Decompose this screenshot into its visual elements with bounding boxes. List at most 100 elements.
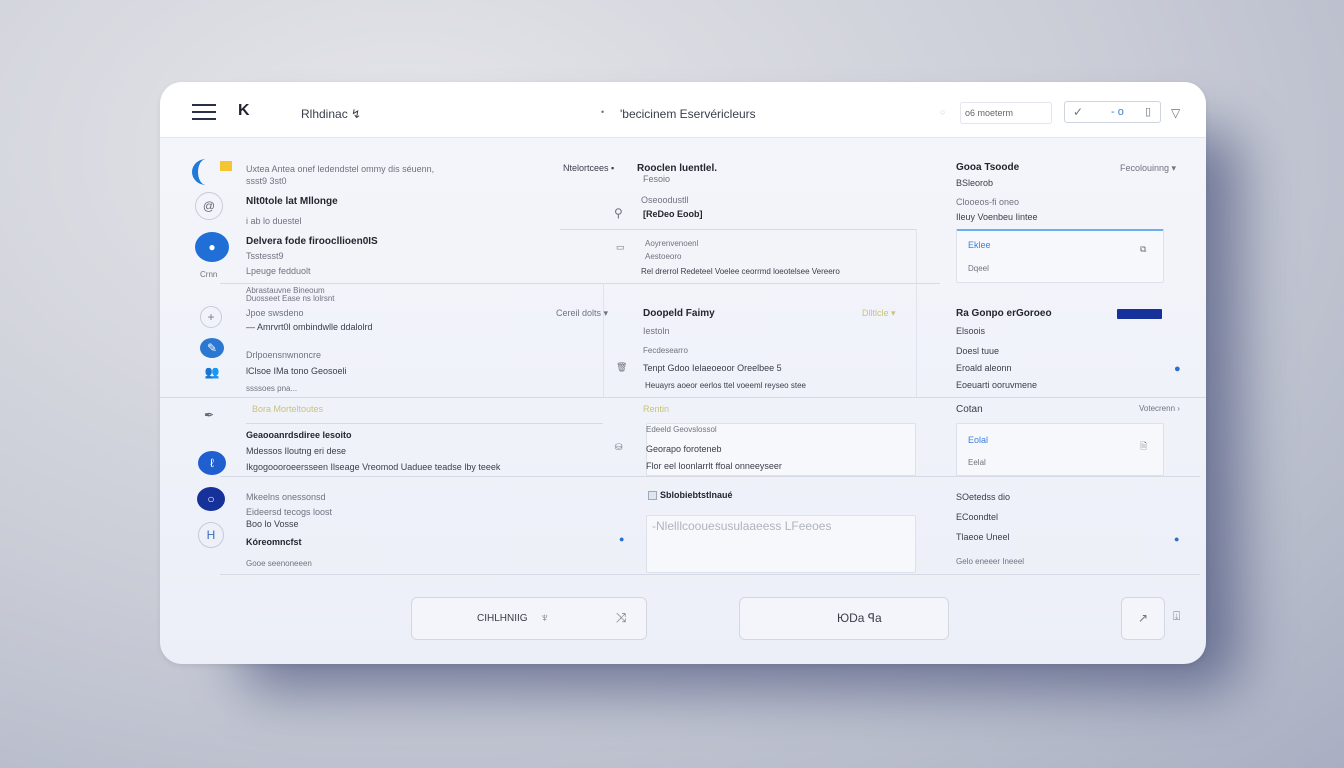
- list-item: ssssoes pna...: [246, 384, 298, 393]
- dropdown-label[interactable]: Cereil dolts ▾: [556, 308, 609, 318]
- contact-icon[interactable]: ●: [195, 232, 229, 262]
- panel-field: Eroald aleonn: [956, 363, 1012, 373]
- contact-name[interactable]: Delvera fode firoocllioen0IS: [246, 236, 378, 247]
- row-text: Georapo foroteneb: [646, 444, 722, 454]
- toolbar-value: - o: [1111, 106, 1124, 118]
- section-label: Rentin: [643, 404, 670, 414]
- shuffle-icon: ⤨: [616, 610, 627, 625]
- search-icon: ○: [940, 107, 946, 117]
- trash-icon[interactable]: 🗑: [616, 362, 628, 372]
- edit-icon[interactable]: ✎: [200, 338, 224, 358]
- check-icon: ✓: [1073, 105, 1084, 119]
- contact-sub: Lpeuge fedduolt: [246, 266, 311, 276]
- row-text: Flor eel loonlarrlt ffoal onneeyseer: [646, 461, 782, 471]
- detail-title: Doopeld Faimy: [643, 308, 715, 319]
- panel-field: Eoeuarti ooruvmene: [956, 380, 1038, 390]
- dot-icon: •: [601, 107, 605, 117]
- circle-icon[interactable]: ○: [197, 487, 225, 511]
- sort-dropdown[interactable]: Fecolouinng ▾: [1120, 163, 1177, 173]
- row-text: Rel drerrol Redeteel Voelee ceorrmd loeo…: [641, 267, 840, 276]
- row-text: Aestoeoro: [645, 252, 682, 261]
- secondary-button-label: ЮDa ꟼa: [837, 611, 882, 625]
- filter-label[interactable]: Ntelortcees ▪: [563, 163, 615, 173]
- stack-icon: ⛁: [615, 442, 623, 452]
- toolbar-toggle[interactable]: ✓ - o ▯: [1064, 101, 1161, 123]
- file-icon[interactable]: 🗎: [1140, 441, 1148, 451]
- list-item: lClsoe IMa tono Geosoeli: [246, 366, 347, 376]
- list-item: Drlpoensnwnoncre: [246, 350, 322, 360]
- detail-field: Oseoodustll: [641, 195, 689, 205]
- device-icon: ▭: [616, 242, 625, 252]
- list-item: Gooe seenoneeen: [246, 559, 312, 568]
- list-item[interactable]: Geaooanrdsdiree lesoito: [246, 430, 352, 440]
- detail-field: Fecdesearro: [643, 346, 688, 355]
- secondary-button[interactable]: ЮDa ꟼa: [739, 597, 949, 640]
- icon-label: Crnn: [200, 270, 218, 279]
- list-item: Abrastauvne Bineoum: [246, 286, 325, 295]
- panel-field: Clooeos-fi oneo: [956, 197, 1020, 207]
- pen-icon: ✒: [203, 408, 215, 422]
- detail-value: [ReDeo Eoob]: [643, 209, 703, 219]
- square-icon: ▯: [1145, 106, 1152, 118]
- detail-field: Heuayrs aoeor eerlos ttel voeeml reyseo …: [645, 381, 806, 390]
- panel-field: Eklee: [968, 240, 991, 250]
- message-meta: ssst9 3st0: [246, 176, 287, 186]
- list-item: — Amrvrt0l ombindwlle ddalolrd: [246, 322, 373, 332]
- next-button[interactable]: ↗: [1121, 597, 1165, 640]
- panel-field: ECoondtel: [956, 512, 999, 522]
- wave-icon: ♆: [540, 610, 550, 625]
- chat-badge-icon: [220, 161, 232, 171]
- list-item: Boo lo Vosse: [246, 519, 299, 529]
- contact-name[interactable]: Nlt0tole lat Mllonge: [246, 196, 338, 207]
- script-icon[interactable]: ℓ: [198, 451, 226, 475]
- copy-icon[interactable]: ⧉: [1140, 244, 1147, 254]
- page-title: 'becicinem Eservéricleurs: [620, 107, 756, 121]
- header-bar: K Rlhdinac ↯ • 'becicinem Eservéricleurs…: [160, 82, 1206, 138]
- panel-field: Gelo eneeer Ineeel: [956, 557, 1025, 566]
- info-dot-icon[interactable]: ●: [619, 534, 625, 544]
- panel-title: Ra Gonpo erGoroeo: [956, 308, 1052, 319]
- at-icon[interactable]: @: [195, 192, 223, 220]
- add-icon[interactable]: +: [200, 306, 222, 328]
- progress-bar: [1117, 309, 1162, 319]
- primary-button[interactable]: CIHLHNIIG ♆ ⤨: [411, 597, 647, 640]
- download-icon[interactable]: ⍗: [1173, 609, 1181, 623]
- list-item: Duosseet Ease ns lolrsnt: [246, 294, 335, 303]
- people-icon: 👥: [204, 365, 220, 379]
- panel-field: Dqeel: [968, 264, 989, 273]
- detail-sub: Fesoio: [643, 174, 671, 184]
- list-item: Mdessos Iloutng eri dese: [246, 446, 347, 456]
- message-preview: Uxtea Antea onef ledendstel ommy dis séu…: [246, 164, 435, 174]
- selected-panel[interactable]: [956, 229, 1164, 283]
- panel-field: Eelal: [968, 458, 986, 467]
- h-icon[interactable]: H: [198, 522, 224, 548]
- primary-button-label: CIHLHNIIG: [477, 613, 528, 624]
- section-label: Bora Morteltoutes: [252, 404, 324, 414]
- panel-field: SOetedss dio: [956, 492, 1011, 502]
- chevron-down-icon[interactable]: ▽: [1171, 106, 1181, 120]
- search-input[interactable]: [960, 102, 1052, 124]
- list-item[interactable]: Kóreomncfst: [246, 537, 302, 547]
- info-dot-icon[interactable]: ●: [1174, 534, 1180, 544]
- link-icon: ⚲: [614, 206, 623, 220]
- menu-icon[interactable]: [192, 104, 216, 120]
- row-text: Edeeld Geovslossol: [646, 425, 717, 434]
- faded-text: -Nlelllcoouesusulaaeess LFeeoes: [652, 519, 832, 533]
- list-item: Eideersd tecogs loost: [246, 507, 333, 517]
- phone-icon: [192, 159, 220, 185]
- panel-field: BSleorob: [956, 178, 994, 188]
- toggle-icon[interactable]: ●: [1174, 363, 1181, 375]
- checkbox-label: Sblobiebtstlnaué: [660, 490, 733, 500]
- main-window: K Rlhdinac ↯ • 'becicinem Eservéricleurs…: [160, 82, 1206, 664]
- contact-sub: i ab lo duestel: [246, 216, 302, 226]
- panel-title: Gooa Tsoode: [956, 162, 1020, 173]
- view-link[interactable]: Votecrenn ›: [1139, 404, 1180, 413]
- info-panel[interactable]: [956, 423, 1164, 476]
- contact-sub: Tsstesst9: [246, 251, 284, 261]
- panel-field: Eolal: [968, 435, 989, 445]
- panel-field: Ileuy Voenbeu Iintee: [956, 212, 1038, 222]
- arrow-icon: ↗: [1138, 611, 1149, 625]
- checkbox[interactable]: [648, 491, 657, 500]
- status-dropdown[interactable]: Dlltlcle ▾: [862, 308, 896, 318]
- detail-field: Iestoln: [643, 326, 670, 336]
